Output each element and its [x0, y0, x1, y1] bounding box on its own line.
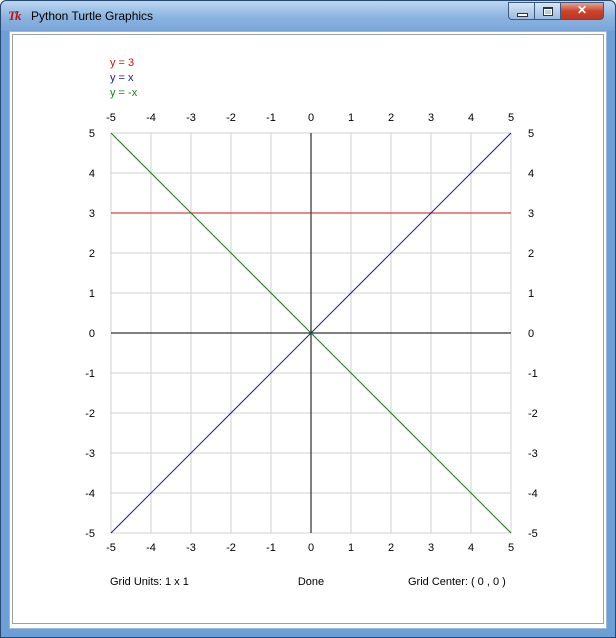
y-tick-label: -1	[528, 368, 538, 380]
y-tick-label: -3	[528, 448, 538, 460]
y-tick-label: 4	[528, 168, 534, 180]
y-tick-label: 3	[89, 208, 95, 220]
close-button[interactable]: ✕	[560, 2, 604, 20]
grid-center-label: Grid Center: ( 0 , 0 )	[408, 576, 506, 588]
y-tick-label: 1	[89, 288, 95, 300]
x-tick-label: -4	[146, 112, 156, 124]
x-tick-label: 2	[388, 542, 394, 554]
x-tick-label: -2	[226, 112, 236, 124]
title-bar[interactable]: Tk Python Turtle Graphics ✕	[1, 1, 615, 31]
x-tick-label: 0	[308, 542, 314, 554]
x-tick-label: -4	[146, 542, 156, 554]
tk-icon: Tk	[8, 8, 21, 23]
x-tick-label: -5	[106, 542, 116, 554]
y-tick-label: 5	[89, 128, 95, 140]
status-label: Done	[298, 576, 324, 588]
grid-units-label: Grid Units: 1 x 1	[110, 576, 189, 588]
x-tick-label: 1	[348, 112, 354, 124]
y-tick-label: 0	[89, 328, 95, 340]
y-tick-label: 5	[528, 128, 534, 140]
x-tick-label: -2	[226, 542, 236, 554]
x-tick-label: -3	[186, 542, 196, 554]
y-tick-label: 0	[528, 328, 534, 340]
legend: y = 3 y = x y = -x	[110, 57, 138, 99]
x-tick-label: 2	[388, 112, 394, 124]
y-tick-label: -5	[528, 528, 538, 540]
minimize-button[interactable]	[508, 2, 534, 20]
y-tick-label: 4	[89, 168, 95, 180]
plot-series	[110, 132, 512, 534]
legend-entry: y = -x	[110, 87, 138, 99]
legend-entry: y = x	[110, 72, 134, 84]
y-tick-label: -1	[85, 368, 95, 380]
y-tick-labels-right: 5 4 3 2 1 0 -1 -2 -3 -4 -5	[528, 128, 538, 540]
x-tick-label: 4	[468, 542, 474, 554]
y-tick-label: 3	[528, 208, 534, 220]
y-tick-label: -4	[85, 488, 95, 500]
y-tick-label: 2	[528, 248, 534, 260]
y-tick-label: -2	[528, 408, 538, 420]
minimize-icon	[517, 13, 528, 17]
series-line-3	[110, 132, 512, 534]
x-tick-label: -3	[186, 112, 196, 124]
x-tick-label: -1	[266, 542, 276, 554]
x-tick-label: 5	[508, 112, 514, 124]
legend-entry: y = 3	[110, 57, 134, 69]
x-tick-label: 4	[468, 112, 474, 124]
x-tick-label: 0	[308, 112, 314, 124]
x-tick-label: 3	[428, 542, 434, 554]
window-title: Python Turtle Graphics	[31, 9, 154, 23]
x-tick-label: -5	[106, 112, 116, 124]
y-tick-label: -2	[85, 408, 95, 420]
y-tick-label: -5	[85, 528, 95, 540]
x-tick-label: 1	[348, 542, 354, 554]
y-tick-label: -3	[85, 448, 95, 460]
x-tick-label: 3	[428, 112, 434, 124]
x-tick-label: -1	[266, 112, 276, 124]
maximize-button[interactable]	[534, 2, 560, 20]
maximize-icon	[543, 7, 553, 16]
close-icon: ✕	[576, 3, 588, 17]
x-tick-labels-top: -5 -4 -3 -2 -1 0 1 2 3 4 5	[106, 112, 514, 124]
y-tick-labels-left: 5 4 3 2 1 0 -1 -2 -3 -4 -5	[85, 128, 95, 540]
y-tick-label: 2	[89, 248, 95, 260]
y-tick-label: -4	[528, 488, 538, 500]
y-tick-label: 1	[528, 288, 534, 300]
x-tick-label: 5	[508, 542, 514, 554]
x-tick-labels-bottom: -5 -4 -3 -2 -1 0 1 2 3 4 5	[106, 542, 514, 554]
